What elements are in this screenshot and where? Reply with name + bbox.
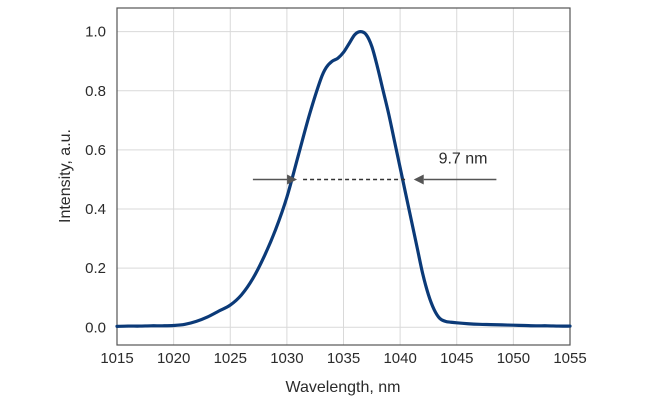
x-tick-label: 1020 <box>157 350 190 367</box>
y-axis-title: Intensity, a.u. <box>57 129 74 223</box>
y-tick-label: 0.4 <box>85 201 106 218</box>
x-tick-label: 1035 <box>327 350 360 367</box>
fwhm-right-arrowhead <box>413 174 424 185</box>
fwhm-annotation: 9.7 nm <box>252 150 497 185</box>
y-tick-label: 0.2 <box>85 260 106 277</box>
x-tick-label: 1040 <box>383 350 416 367</box>
plot-frame <box>116 7 571 346</box>
x-tick-label: 1055 <box>553 350 586 367</box>
grid <box>117 8 570 345</box>
fwhm-left-arrowhead <box>287 174 298 185</box>
x-tick-label: 1045 <box>440 350 473 367</box>
x-tick-label: 1030 <box>270 350 303 367</box>
y-tick-labels: 0.0 0.2 0.4 0.6 0.8 1.0 <box>85 24 106 337</box>
intensity-spectrum-line <box>115 30 572 328</box>
x-tick-label: 1015 <box>100 350 133 367</box>
x-tick-label: 1025 <box>214 350 247 367</box>
y-tick-label: 0.0 <box>85 319 106 336</box>
y-tick-label: 0.6 <box>85 142 106 159</box>
x-tick-label: 1050 <box>497 350 530 367</box>
y-tick-label: 1.0 <box>85 24 106 41</box>
fwhm-label: 9.7 nm <box>439 150 488 167</box>
x-tick-labels: 1015 1020 1025 1030 1035 1040 1045 1050 1055 <box>100 350 586 367</box>
x-axis-title: Wavelength, nm <box>285 379 400 396</box>
y-tick-label: 0.8 <box>85 83 106 100</box>
